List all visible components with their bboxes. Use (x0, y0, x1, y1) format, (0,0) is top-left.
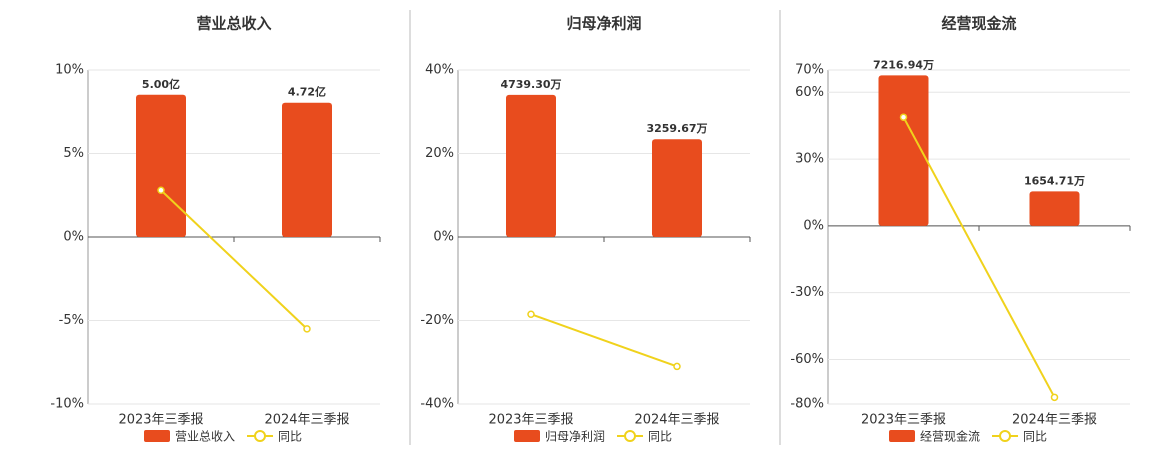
y-tick-label: 60% (795, 85, 824, 100)
bar (136, 94, 186, 237)
point (157, 186, 165, 194)
chart-title: 归母净利润 (566, 15, 641, 33)
bar (652, 139, 702, 237)
point (899, 113, 908, 121)
data-label: 7216.94万 (873, 58, 934, 71)
y-tick-label: 0% (433, 230, 454, 245)
x-tick-label: 2024年三季报 (1012, 413, 1097, 428)
y-tick-label: -60% (790, 352, 824, 367)
legend-label: 经营现金流 (920, 429, 980, 444)
data-label: 5.00亿 (142, 77, 180, 91)
x-tick-label: 2023年三季报 (488, 413, 573, 428)
chart-title: 经营现金流 (941, 15, 1016, 33)
data-label: 4.72亿 (288, 85, 326, 99)
y-tick-label: -80% (790, 397, 824, 412)
point (303, 325, 311, 333)
y-tick-label: 5% (63, 146, 84, 161)
bar (506, 94, 556, 238)
y-tick-label: 0% (63, 230, 84, 245)
y-tick-label: 30% (795, 152, 824, 167)
chart-title: 营业总收入 (196, 15, 271, 33)
legend-swatch (889, 430, 915, 442)
legend-label: 同比 (278, 430, 302, 444)
bar (282, 102, 332, 237)
line (530, 313, 678, 368)
bar (1029, 191, 1080, 226)
point (673, 362, 681, 371)
y-tick-label: 0% (803, 218, 824, 233)
y-tick-label: 10% (55, 63, 84, 78)
y-tick-label: 40% (425, 63, 454, 78)
y-tick-label: -10% (50, 397, 84, 412)
legend-label: 同比 (1023, 430, 1047, 444)
y-tick-label: 20% (425, 146, 454, 161)
point (527, 310, 535, 318)
x-tick-label: 2024年三季报 (264, 413, 349, 428)
line (160, 189, 308, 330)
legend-label: 归母净利润 (545, 430, 605, 444)
legend-swatch (144, 430, 170, 442)
y-tick-label: -40% (420, 397, 454, 412)
bar (878, 75, 929, 226)
legend-swatch (999, 430, 1012, 442)
y-tick-label: -20% (420, 313, 454, 328)
x-tick-label: 2024年三季报 (634, 413, 719, 428)
x-tick-label: 2023年三季报 (861, 413, 946, 428)
data-label: 1654.71万 (1024, 174, 1085, 187)
line (902, 116, 1056, 398)
legend-label: 营业总收入 (175, 430, 235, 444)
x-tick-label: 2023年三季报 (118, 413, 203, 428)
point (1050, 393, 1059, 402)
y-tick-label: 70% (795, 63, 824, 78)
data-label: 4739.30万 (500, 78, 561, 91)
legend-label: 同比 (648, 430, 672, 444)
y-tick-label: -30% (790, 285, 824, 300)
y-tick-label: -5% (59, 313, 84, 328)
legend-swatch (624, 430, 637, 442)
legend-swatch (254, 430, 267, 442)
data-label: 3259.67万 (646, 122, 707, 135)
legend-swatch (514, 430, 540, 442)
